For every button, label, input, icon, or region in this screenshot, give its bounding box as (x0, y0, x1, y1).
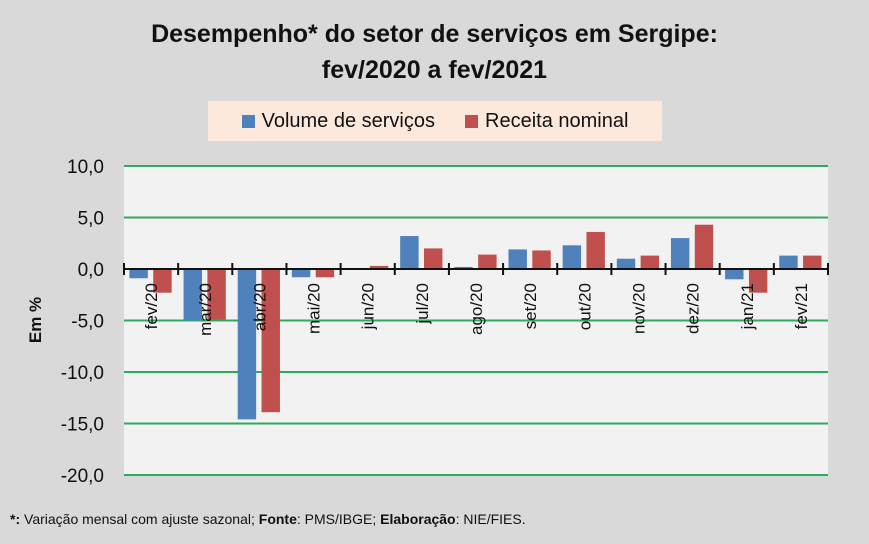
footnote-marker: *: (10, 511, 21, 527)
bar-receita (153, 269, 172, 293)
y-tick-label: 5,0 (78, 209, 104, 230)
legend-item-volume: Volume de serviços (241, 109, 435, 133)
x-tick-label: fev/20 (142, 283, 161, 329)
bar-receita (424, 248, 443, 269)
footnote-elab-value: : NIE/FIES. (455, 511, 526, 527)
y-tick-label: -5,0 (71, 312, 104, 333)
footnote-elab-label: Elaboração (380, 511, 456, 527)
bar-receita (694, 224, 714, 269)
bar-volume (725, 269, 744, 280)
bar-receita (261, 269, 280, 413)
bar-receita (586, 231, 605, 269)
bar-volume (454, 266, 473, 269)
legend-label-volume: Volume de serviços (261, 109, 435, 132)
chart-subtitle: fev/2020 a fev/2021 (321, 56, 548, 84)
y-tick-label: 10,0 (67, 157, 104, 178)
footnote-fonte-value: : PMS/IBGE; (296, 511, 381, 527)
y-tick-label: -20,0 (61, 466, 104, 487)
bar-volume (562, 245, 582, 269)
legend: Volume de serviços Receita nominal (208, 101, 662, 141)
x-tick-label: jun/20 (359, 283, 378, 330)
x-tick-label: out/20 (575, 283, 594, 330)
bar-receita (748, 269, 768, 293)
bar-receita (640, 255, 660, 269)
x-tick-label: set/20 (521, 283, 540, 329)
bar-volume (508, 249, 527, 269)
x-tick-label: jan/21 (738, 283, 757, 330)
x-tick-label: mai/20 (305, 283, 324, 334)
chart-title: Desempenho* do setor de serviços em Serg… (151, 20, 718, 48)
y-tick-label: -15,0 (61, 415, 104, 436)
bar-volume (779, 255, 798, 269)
y-tick-label: -10,0 (61, 363, 104, 384)
bar-volume (237, 269, 257, 420)
bar-receita (207, 269, 226, 320)
bar-receita (315, 269, 335, 278)
bar-receita (478, 254, 497, 269)
bar-volume (183, 269, 202, 321)
bar-volume (670, 238, 690, 269)
legend-swatch-receita (465, 114, 478, 128)
footnote-text: Variação mensal com ajuste sazonal; (20, 511, 259, 527)
bar-receita (532, 250, 551, 269)
x-tick-label: nov/20 (629, 283, 648, 334)
bar-volume (400, 236, 419, 269)
x-tick-label: dez/20 (684, 283, 703, 334)
bar-receita (803, 255, 822, 269)
x-tick-label: jul/20 (413, 283, 432, 325)
bar-receita (369, 265, 389, 269)
legend-label-receita: Receita nominal (485, 109, 629, 132)
x-tick-label: mar/20 (196, 283, 215, 336)
footnote-fonte-label: Fonte (258, 511, 297, 527)
footnote: *: Variação mensal com ajuste sazonal; F… (10, 511, 526, 527)
bar-volume (616, 258, 636, 269)
bar-volume (129, 269, 148, 279)
legend-swatch-volume (241, 114, 255, 128)
x-tick-label: fev/21 (792, 283, 811, 329)
bar-volume (291, 269, 311, 278)
y-axis-label: Em % (26, 297, 45, 343)
x-tick-label: abr/20 (250, 283, 269, 331)
legend-item-receita: Receita nominal (465, 110, 628, 133)
y-tick-label: 0,0 (78, 260, 104, 281)
x-tick-label: ago/20 (467, 283, 486, 335)
